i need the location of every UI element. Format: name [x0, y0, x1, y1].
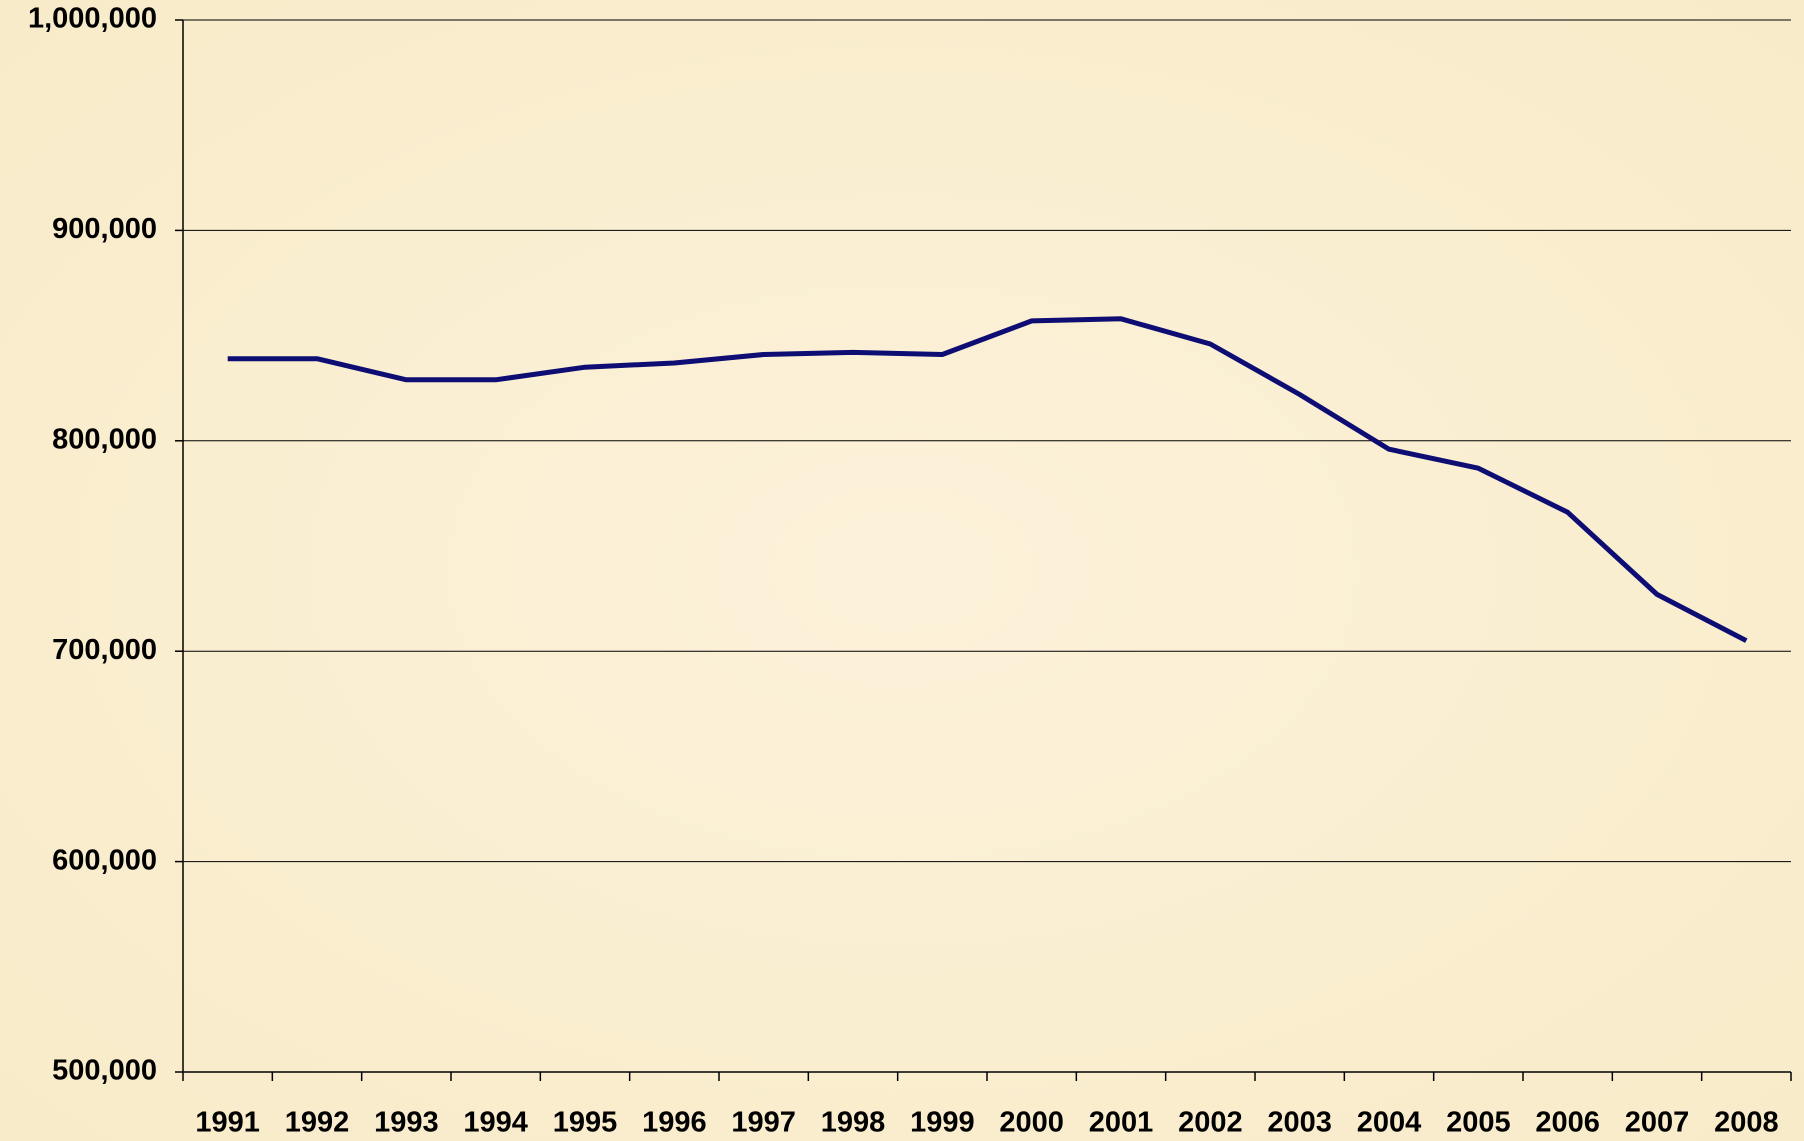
x-tick-label: 2003	[1267, 1107, 1332, 1139]
x-tick-label: 2001	[1089, 1107, 1154, 1139]
x-tick-label: 1993	[374, 1107, 439, 1139]
x-tick-label: 1995	[553, 1107, 618, 1139]
x-tick-label: 2007	[1625, 1107, 1690, 1139]
x-tick-label: 2008	[1714, 1107, 1779, 1139]
x-tick-label: 1991	[195, 1107, 260, 1139]
x-tick-label: 1998	[821, 1107, 886, 1139]
x-tick-label: 2005	[1446, 1107, 1511, 1139]
x-tick-label: 2000	[999, 1107, 1064, 1139]
y-tick-label: 900,000	[52, 213, 157, 245]
x-tick-label: 1999	[910, 1107, 975, 1139]
x-tick-label: 2002	[1178, 1107, 1243, 1139]
x-tick-label: 2004	[1357, 1107, 1422, 1139]
x-tick-label: 1992	[285, 1107, 350, 1139]
data-line	[227, 316, 1748, 643]
y-tick-label: 800,000	[52, 423, 157, 455]
y-tick-label: 600,000	[52, 844, 157, 876]
y-tick-label: 500,000	[52, 1055, 157, 1087]
y-tick-label: 700,000	[52, 634, 157, 666]
x-tick-label: 1996	[642, 1107, 707, 1139]
x-tick-label: 1997	[731, 1107, 796, 1139]
x-tick-label: 2006	[1535, 1107, 1600, 1139]
y-tick-label: 1,000,000	[28, 3, 157, 35]
x-tick-label: 1994	[463, 1107, 528, 1139]
